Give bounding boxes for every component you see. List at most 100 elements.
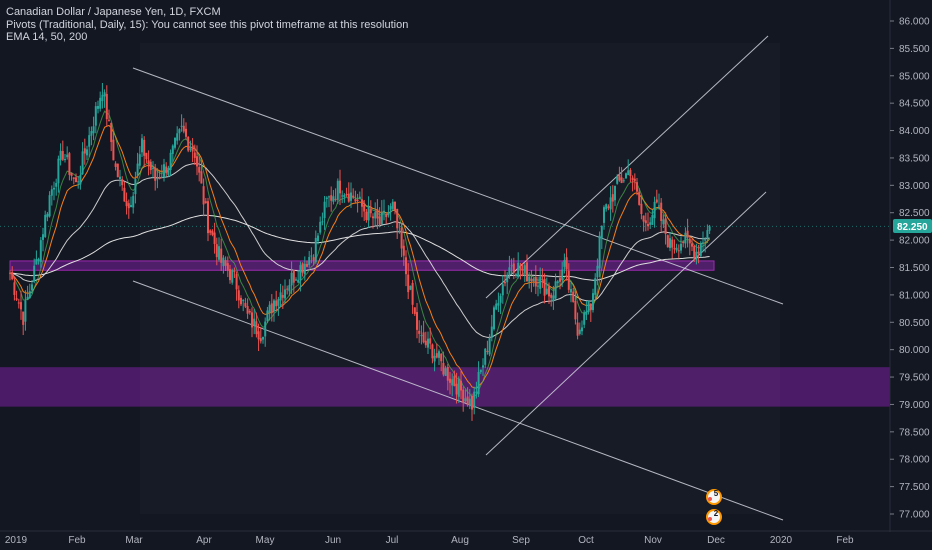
candle-body (330, 195, 333, 201)
price-tick-label: 78.500 (899, 427, 930, 438)
candle-body (127, 203, 130, 209)
time-axis[interactable]: 2019 Feb Mar Apr May Jun Jul Aug Sep Oct Nov Dec 202… (0, 530, 932, 546)
candle-body (479, 369, 482, 373)
candle-body (640, 203, 643, 215)
candle-body (592, 293, 594, 311)
candle-body (332, 196, 335, 202)
candle-body (466, 396, 469, 406)
candle-body (303, 263, 306, 275)
candle-body (270, 303, 273, 313)
candle-body (618, 174, 621, 181)
candle-body (369, 209, 372, 214)
trend-channels[interactable] (132, 35, 784, 521)
candle-body (277, 299, 280, 306)
candle-body (182, 125, 185, 132)
time-tick-label: Mar (125, 535, 143, 546)
candle-body (180, 125, 183, 127)
candle-body (574, 301, 577, 320)
candle-body (693, 245, 696, 258)
candle-body (191, 146, 194, 152)
candle-body (9, 272, 11, 274)
candle-body (499, 295, 502, 303)
candle-body (138, 154, 141, 166)
candle-body (198, 167, 201, 173)
candle-body (88, 135, 91, 147)
candle-body (53, 187, 55, 190)
legend-symbol[interactable]: Canadian Dollar / Japanese Yen, 1D, FXCM (6, 6, 221, 18)
candle-body (336, 180, 339, 200)
price-tick-label: 82.500 (899, 208, 930, 219)
candle-body (59, 150, 62, 161)
candle-body (66, 154, 69, 158)
candle-body (321, 221, 324, 223)
candle-body (339, 180, 341, 194)
candle-body (616, 176, 619, 184)
candle-body (576, 322, 579, 336)
trendline-3[interactable] (485, 35, 769, 299)
candle-body (673, 248, 676, 250)
candle-body (380, 211, 383, 225)
candle-body (537, 285, 539, 287)
candle-body (116, 163, 119, 178)
candle-body (292, 270, 295, 283)
candle-body (422, 332, 425, 343)
candle-body (185, 128, 187, 137)
candle-body (477, 371, 480, 395)
trendline-4[interactable] (485, 191, 767, 456)
candle-body (559, 278, 561, 282)
candle-body (15, 298, 18, 300)
events-marker-lower[interactable]: 2 (706, 509, 722, 525)
candle-body (572, 291, 575, 302)
candle-body (550, 294, 553, 298)
candle-body (636, 182, 638, 192)
time-tick-label: Aug (451, 535, 469, 546)
candle-body (83, 148, 86, 154)
trendline-1[interactable] (132, 67, 784, 305)
candle-body (541, 274, 544, 278)
candle-body (389, 206, 392, 210)
candles (9, 83, 711, 421)
candle-body (563, 260, 566, 267)
candle-body (706, 230, 709, 239)
support-zone-upper (9, 260, 715, 271)
candle-body (262, 336, 264, 340)
legend-pivots[interactable]: Pivots (Traditional, Daily, 15): You can… (6, 18, 409, 31)
candle-body (629, 169, 632, 177)
candle-body (147, 160, 150, 164)
candle-body (110, 122, 113, 143)
candle-body (204, 201, 207, 204)
candle-body (136, 163, 139, 176)
candle-body (154, 167, 157, 181)
candle-body (86, 149, 88, 156)
candle-body (286, 288, 289, 290)
trendline-2[interactable] (132, 280, 784, 521)
candle-body (585, 311, 588, 315)
candle-body (79, 175, 82, 185)
price-tick-label: 86.000 (899, 17, 930, 28)
candle-body (215, 244, 218, 258)
candle-body (464, 398, 467, 402)
candle-body (103, 92, 106, 97)
candle-body (211, 230, 214, 235)
candle-body (341, 195, 344, 197)
candle-body (532, 278, 535, 282)
candle-body (288, 285, 291, 292)
candle-body (145, 152, 148, 160)
events-marker-upper[interactable]: 5 (706, 489, 722, 505)
candle-body (284, 289, 286, 299)
candle-body (387, 212, 390, 216)
candle-body (658, 205, 660, 207)
candle-body (222, 257, 225, 267)
candle-body (453, 376, 456, 387)
candle-body (99, 97, 102, 109)
ema-200-line (10, 214, 710, 281)
price-axis[interactable]: 86.000 85.500 85.000 84.500 84.000 83.500 83.0… (889, 0, 930, 532)
candle-body (493, 307, 495, 330)
candle-body (167, 167, 170, 175)
legend-ema[interactable]: EMA 14, 50, 200 (6, 31, 88, 43)
candle-body (68, 153, 71, 175)
candle-body (512, 263, 515, 273)
event-markers[interactable]: 52 (706, 489, 722, 525)
